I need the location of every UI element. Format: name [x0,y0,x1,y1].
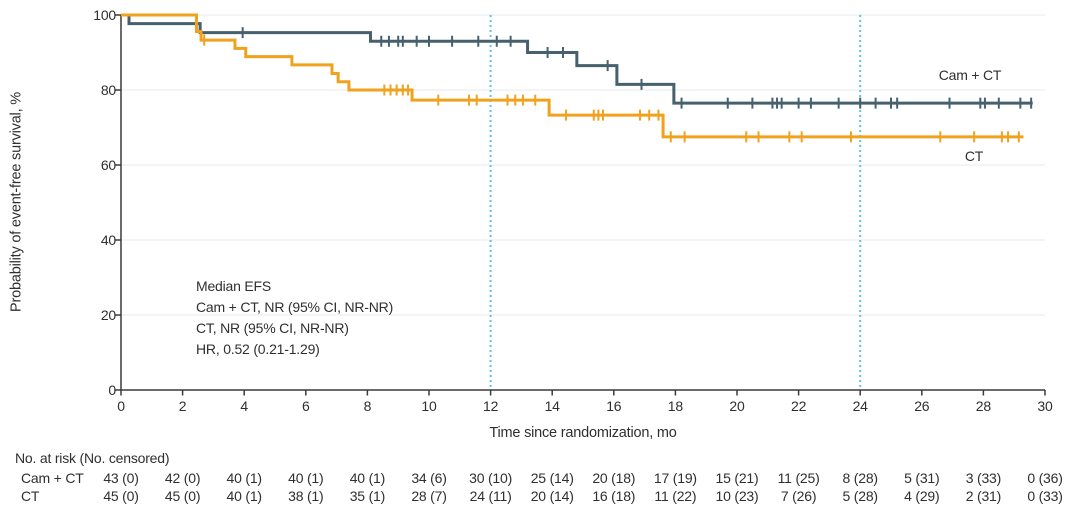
risk-row-label-ct: CT [21,488,40,504]
x-tick-label-16: 16 [606,398,622,414]
y-tick-label-40: 40 [100,232,116,248]
risk-row-label-cam-ct: Cam + CT [21,470,84,486]
risk-value: 43 (0) [103,470,139,486]
annotation-line-ct: CT, NR (95% CI, NR-NR) [196,320,349,336]
x-tick-label-30: 30 [1037,398,1053,414]
y-tick-label-0: 0 [108,382,116,398]
y-tick-label-60: 60 [100,157,116,173]
risk-value: 45 (0) [164,488,201,504]
risk-value: 45 (0) [103,488,139,504]
risk-table-header: No. at risk (No. censored) [15,450,170,466]
x-tick-label-14: 14 [544,398,560,414]
y-tick-label-100: 100 [93,7,116,23]
risk-value: 40 (1) [226,470,263,486]
x-tick-label-28: 28 [975,398,991,414]
risk-value: 28 (7) [411,488,447,504]
risk-value: 35 (1) [349,488,386,504]
x-tick-label-0: 0 [117,398,125,414]
risk-value: 40 (1) [226,488,263,504]
risk-value: 20 (14) [530,488,574,504]
annotation-line-cam-ct: Cam + CT, NR (95% CI, NR-NR) [196,299,394,315]
y-tick-label-20: 20 [100,307,116,323]
risk-value: 40 (1) [349,470,386,486]
x-tick-label-4: 4 [240,398,248,414]
y-tick-label-80: 80 [100,82,116,98]
x-tick-label-22: 22 [791,398,807,414]
risk-value: 0 (36) [1027,470,1063,486]
risk-value: 40 (1) [288,470,324,486]
risk-value: 5 (28) [842,488,879,504]
y-axis-title: Probability of event-free survival, % [8,92,25,312]
km-curve-camct [121,13,1033,105]
risk-value: 3 (33) [965,470,1002,486]
risk-value: 10 (23) [715,488,759,504]
risk-value: 24 (11) [469,488,512,504]
curve-label-cam-ct: Cam + CT [938,67,1002,83]
risk-value: 11 (25) [777,470,820,486]
risk-value: 4 (29) [904,488,940,504]
x-tick-label-8: 8 [363,398,372,414]
risk-value: 8 (28) [842,470,879,486]
x-tick-label-10: 10 [421,398,437,414]
risk-value: 30 (10) [469,470,513,486]
median-efs-annotation: Median EFS Cam + CT, NR (95% CI, NR-NR) … [196,276,393,360]
risk-value: 42 (0) [164,470,201,486]
x-tick-label-26: 26 [914,398,930,414]
x-tick-label-6: 6 [302,398,310,414]
x-tick-label-24: 24 [852,398,868,414]
x-tick-label-18: 18 [667,398,683,414]
risk-value: 2 (31) [965,488,1002,504]
risk-value: 20 (18) [592,470,636,486]
curve-label-ct: CT [964,148,984,164]
risk-value: 16 (18) [592,488,636,504]
risk-value: 5 (31) [904,470,940,486]
x-tick-label-20: 20 [729,398,745,414]
x-axis-title: Time since randomization, mo [489,425,677,441]
x-tick-label-2: 2 [178,398,187,414]
risk-value: 34 (6) [411,470,447,486]
risk-value: 15 (21) [715,470,759,486]
risk-value: 7 (26) [780,488,817,504]
risk-value: 11 (22) [654,488,697,504]
risk-value: 38 (1) [288,488,324,504]
risk-value: 25 (14) [530,470,574,486]
km-curve-ct [121,13,1024,139]
x-tick-label-12: 12 [483,398,499,414]
risk-value: 17 (19) [653,470,697,486]
risk-value: 0 (33) [1027,488,1063,504]
annotation-line-hr: HR, 0.52 (0.21-1.29) [196,341,320,357]
annotation-line-median: Median EFS [196,278,272,294]
